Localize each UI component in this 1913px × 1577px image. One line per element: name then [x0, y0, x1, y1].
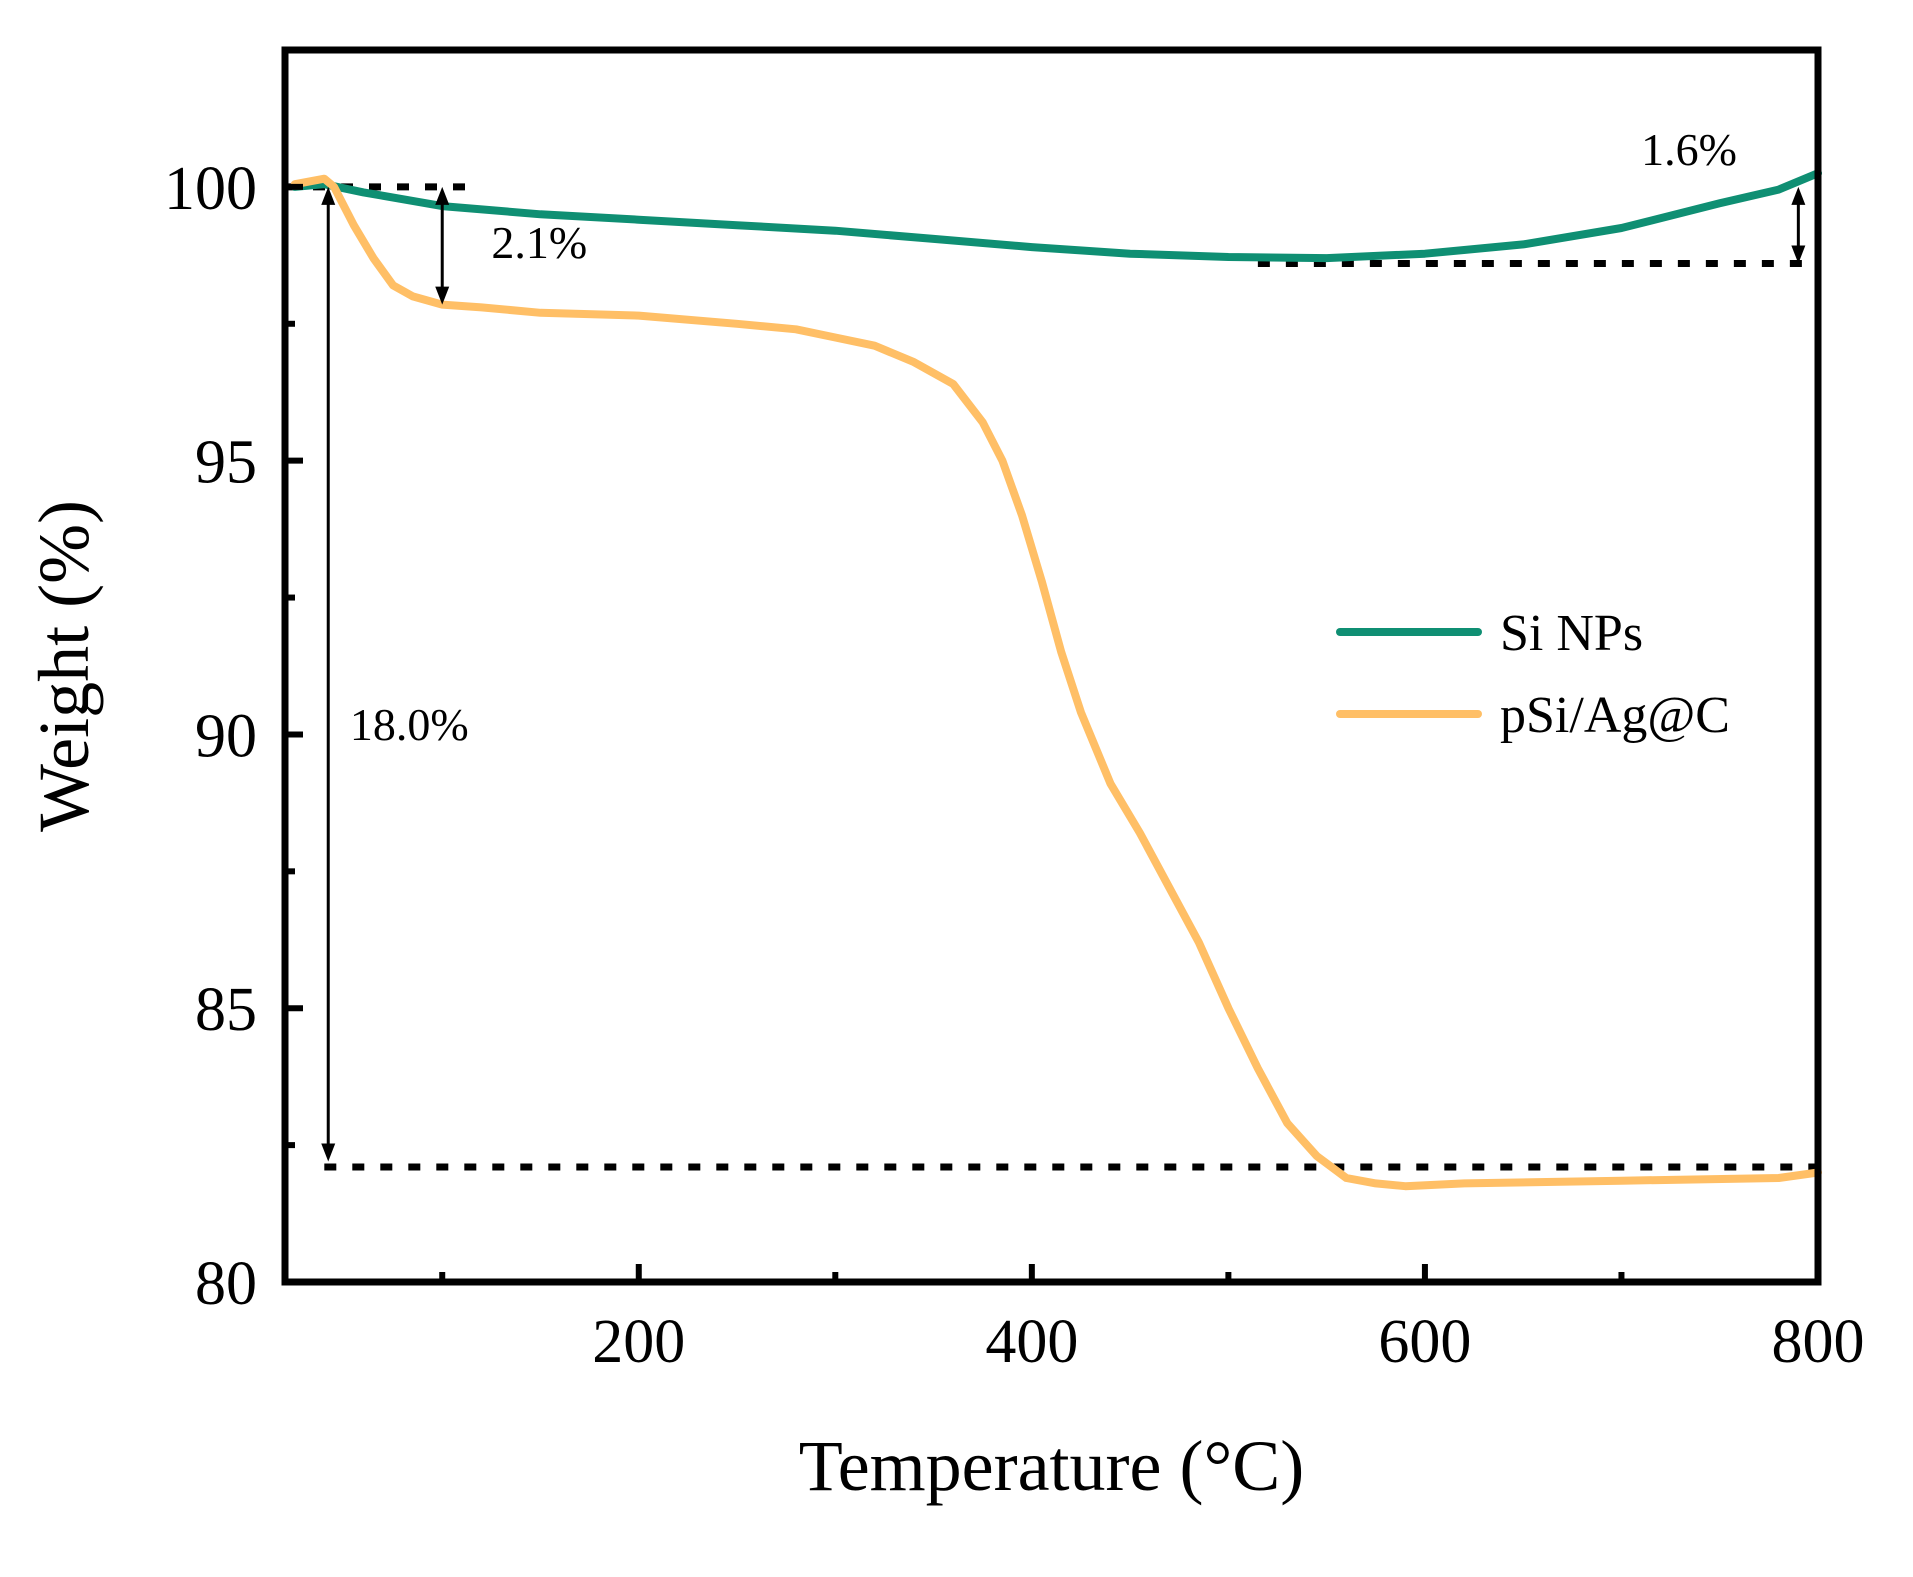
- plot-frame: [281, 46, 1822, 1286]
- annotation-label-0: 2.1%: [491, 217, 587, 268]
- arrow-head-bottom-1: [321, 1143, 336, 1162]
- annotation-label-2: 1.6%: [1641, 124, 1737, 175]
- annotation-arrows: [321, 186, 1806, 1162]
- x-tick-label-2: 600: [1378, 1308, 1471, 1376]
- reference-lines: [285, 183, 1818, 1171]
- data-series: [290, 169, 1822, 1191]
- arrow-head-top-0: [435, 186, 450, 205]
- tick-labels: 200 400 600 800 80 85 90 95 100: [164, 155, 1865, 1376]
- y-tick-label-4: 100: [164, 155, 257, 223]
- arrow-head-bottom-0: [435, 286, 450, 305]
- y-tick-label-0: 80: [195, 1250, 257, 1318]
- legend-label-1: pSi/Ag@C: [1500, 687, 1730, 744]
- legend: Si NPs pSi/Ag@C: [1336, 605, 1730, 744]
- axis-ticks: [285, 183, 1821, 1285]
- arrow-head-top-2: [1791, 186, 1806, 205]
- annotation-label-1: 18.0%: [350, 699, 469, 750]
- y-tick-label-1: 85: [195, 976, 257, 1044]
- y-tick-label-2: 90: [195, 702, 257, 770]
- arrow-head-top-1: [321, 186, 336, 205]
- arrow-head-bottom-2: [1791, 245, 1806, 264]
- x-tick-label-0: 200: [592, 1308, 685, 1376]
- x-tick-label-1: 400: [985, 1308, 1078, 1376]
- annotations: 2.1% 18.0% 1.6%: [350, 124, 1737, 750]
- x-axis-title: Temperature (°C): [799, 1426, 1305, 1506]
- series-line-psi-ag-c: [290, 174, 1822, 1191]
- x-tick-label-3: 800: [1772, 1308, 1865, 1376]
- legend-label-0: Si NPs: [1500, 605, 1643, 662]
- y-tick-label-3: 95: [195, 429, 257, 497]
- y-axis-title: Weight (%): [24, 500, 104, 832]
